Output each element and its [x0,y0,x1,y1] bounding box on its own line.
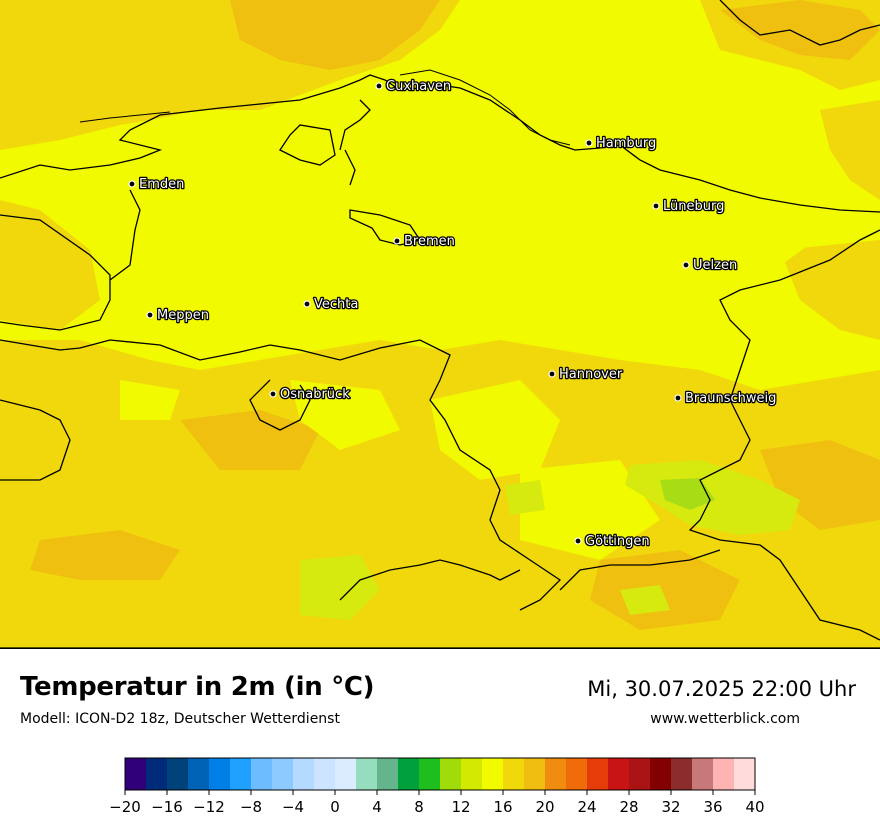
city-label-vechta: Vechta [314,297,358,312]
legend-tick-label: 28 [619,798,638,816]
city-dot-l-neburg [652,202,660,210]
legend-tick-label: −16 [151,798,183,816]
legend-swatch [125,758,147,790]
legend-swatch [335,758,357,790]
legend-swatch [146,758,168,790]
city-dot-braunschweig [674,394,682,402]
legend-swatch [398,758,420,790]
city-label-hamburg: Hamburg [596,136,656,151]
legend-tick-label: 0 [330,798,340,816]
legend-swatch [482,758,504,790]
legend-tick-label: −20 [109,798,141,816]
city-dot-cuxhaven [375,82,383,90]
legend-tick-label: 12 [451,798,470,816]
city-dot-g-ttingen [574,537,582,545]
legend-tick-label: 36 [703,798,722,816]
rivers [79,69,571,146]
legend-tick-label: −4 [282,798,304,816]
legend-swatch [272,758,294,790]
mid-areas [110,120,830,560]
legend-swatch [356,758,378,790]
city-dot-hannover [548,370,556,378]
warmest-areas [30,0,880,630]
legend-tick-label: 24 [577,798,596,816]
legend-swatch [377,758,399,790]
legend-swatch [293,758,315,790]
legend-swatch [629,758,651,790]
legend-swatch [251,758,273,790]
legend-swatch [230,758,252,790]
legend-swatch [314,758,336,790]
legend-swatch [566,758,588,790]
legend-tick-label: 20 [535,798,554,816]
legend-tick-label: 4 [372,798,382,816]
city-label-hannover: Hannover [559,367,623,382]
legend-swatch [608,758,630,790]
legend-swatch [209,758,231,790]
legend-tick-label: 8 [414,798,424,816]
legend-frame [124,757,756,791]
city-dot-emden [128,180,136,188]
legend-tick-label: 16 [493,798,512,816]
legend-swatch [188,758,210,790]
city-dot-meppen [146,311,154,319]
legend-swatch [713,758,735,790]
website-link[interactable]: www.wetterblick.com [650,711,800,727]
legend-tick-label: 40 [745,798,764,816]
forecast-datetime: Mi, 30.07.2025 22:00 Uhr [587,677,856,701]
legend-swatch [167,758,189,790]
city-label-osnabr-ck: Osnabrück [280,387,350,402]
map-title: Temperatur in 2m (in °C) [20,672,375,702]
city-markers: Cuxhaven Hamburg Emden Lüneburg Bremen Uelzen… [128,78,778,550]
city-dot-uelzen [682,261,690,269]
legend-tick-label: 32 [661,798,680,816]
legend-swatch [524,758,546,790]
legend-swatch [419,758,441,790]
legend-swatch [440,758,462,790]
legend-swatch [671,758,693,790]
legend-tick-label: −12 [193,798,225,816]
legend-swatch [587,758,609,790]
legend-swatch [650,758,672,790]
weather-map: Cuxhaven Hamburg Emden Lüneburg Bremen Uelzen… [0,0,880,649]
city-label-bremen: Bremen [404,234,455,249]
city-dot-hamburg [585,139,593,147]
city-label-uelzen: Uelzen [693,258,737,273]
map-subtitle: Modell: ICON-D2 18z, Deutscher Wetterdie… [20,711,340,727]
legend-swatch [503,758,525,790]
legend-swatch [734,758,756,790]
city-label-emden: Emden [139,177,184,192]
city-dot-vechta [303,300,311,308]
city-label-cuxhaven: Cuxhaven [386,79,451,94]
city-label-meppen: Meppen [157,308,209,323]
temperature-map-svg: Cuxhaven Hamburg Emden Lüneburg Bremen Uelzen… [0,0,880,648]
coolest-areas [660,478,715,510]
legend-swatch [692,758,714,790]
color-legend: −20 −16 −12 −8 −4 0 4 8 12 16 20 24 28 32 36 40 [0,750,880,830]
legend-svg: −20 −16 −12 −8 −4 0 4 8 12 16 20 24 28 32 36 40 [109,757,765,816]
legend-swatch [461,758,483,790]
legend-swatch [545,758,567,790]
city-label-braunschweig: Braunschweig [685,391,776,406]
city-dot-bremen [393,237,401,245]
city-dot-osnabr-ck [269,390,277,398]
borders [0,0,880,648]
legend-tick-label: −8 [240,798,262,816]
city-label-g-ttingen: Göttingen [585,534,650,549]
city-label-l-neburg: Lüneburg [663,199,724,214]
